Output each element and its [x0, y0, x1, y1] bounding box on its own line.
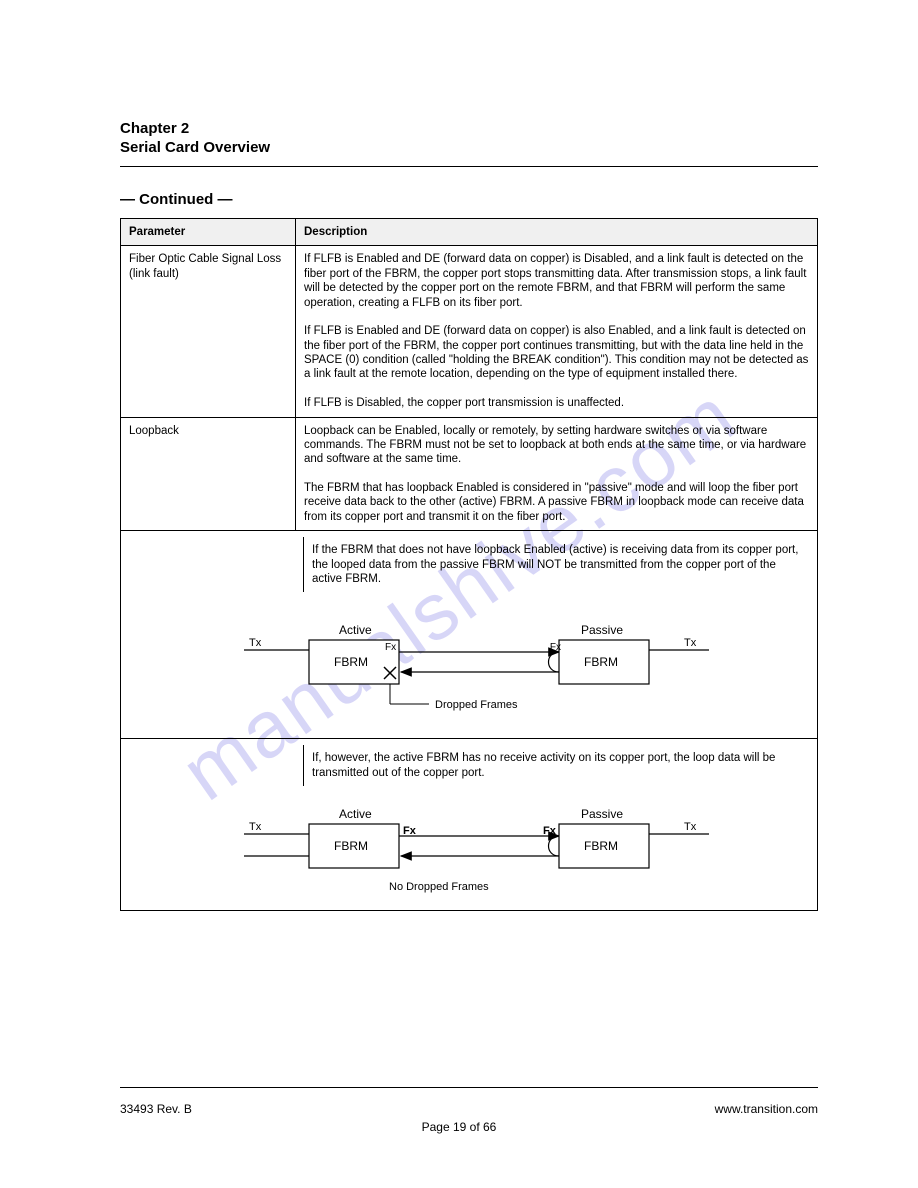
page-container: Chapter 2 Serial Card Overview — Continu… — [120, 120, 818, 1108]
port-fx-right-2: Fx — [543, 825, 557, 837]
diagram-cell-2: If, however, the active FBRM has no rece… — [121, 739, 818, 911]
port-tx-left: Tx — [249, 637, 262, 649]
label-active-2: Active — [339, 807, 372, 821]
label-fbrm-1a: FBRM — [334, 655, 368, 669]
label-passive-2: Passive — [581, 807, 623, 821]
label-fbrm-2a: FBRM — [334, 839, 368, 853]
port-fx-left-2: Fx — [403, 825, 417, 837]
footer-left: 33493 Rev. B — [120, 1102, 192, 1116]
diagram-1: Tx Active FBRM Fx — [129, 592, 809, 732]
continued-label: — Continued — — [120, 191, 818, 208]
port-tx-right-2: Tx — [684, 821, 697, 833]
diagram-2: Tx Active FBRM Fx Passive FBRM Fx — [129, 786, 809, 904]
header-section: Serial Card Overview — [120, 139, 818, 156]
parameters-table: Parameter Description Fiber Optic Cable … — [120, 218, 818, 911]
header-rule — [120, 166, 818, 167]
cell-param: Loopback — [121, 417, 296, 531]
label-fbrm-2b: FBRM — [584, 839, 618, 853]
diagram-desc-right-2: If, however, the active FBRM has no rece… — [304, 745, 809, 786]
header-chapter: Chapter 2 — [120, 120, 818, 137]
col-header-description: Description — [296, 219, 818, 246]
cell-desc: Loopback can be Enabled, locally or remo… — [296, 417, 818, 531]
label-fbrm-1b: FBRM — [584, 655, 618, 669]
port-fx-right: Fx — [550, 642, 561, 653]
page-footer: 33493 Rev. B www.transition.com — [120, 1102, 818, 1116]
cell-desc: If FLFB is Enabled and DE (forward data … — [296, 246, 818, 417]
diagram-desc-right-1: If the FBRM that does not have loopback … — [304, 537, 809, 592]
table-header-row: Parameter Description — [121, 219, 818, 246]
footer-right: www.transition.com — [715, 1102, 818, 1116]
page-header: Chapter 2 Serial Card Overview — [120, 120, 818, 167]
port-tx-right: Tx — [684, 637, 697, 649]
table-row: Fiber Optic Cable Signal Loss (link faul… — [121, 246, 818, 417]
label-no-dropped-frames: No Dropped Frames — [389, 881, 489, 893]
port-tx-left-2: Tx — [249, 821, 262, 833]
table-row-diagram: If, however, the active FBRM has no rece… — [121, 739, 818, 911]
cell-param: Fiber Optic Cable Signal Loss (link faul… — [121, 246, 296, 417]
label-active: Active — [339, 623, 372, 637]
port-fx-left: Fx — [385, 642, 396, 653]
col-header-parameter: Parameter — [121, 219, 296, 246]
label-passive: Passive — [581, 623, 623, 637]
diagram-cell: If the FBRM that does not have loopback … — [121, 531, 818, 739]
table-row: Loopback Loopback can be Enabled, locall… — [121, 417, 818, 531]
footer-rule — [120, 1087, 818, 1088]
footer-page-number: Page 19 of 66 — [0, 1120, 918, 1134]
label-dropped-frames: Dropped Frames — [435, 699, 518, 711]
table-row-diagram: If the FBRM that does not have loopback … — [121, 531, 818, 739]
